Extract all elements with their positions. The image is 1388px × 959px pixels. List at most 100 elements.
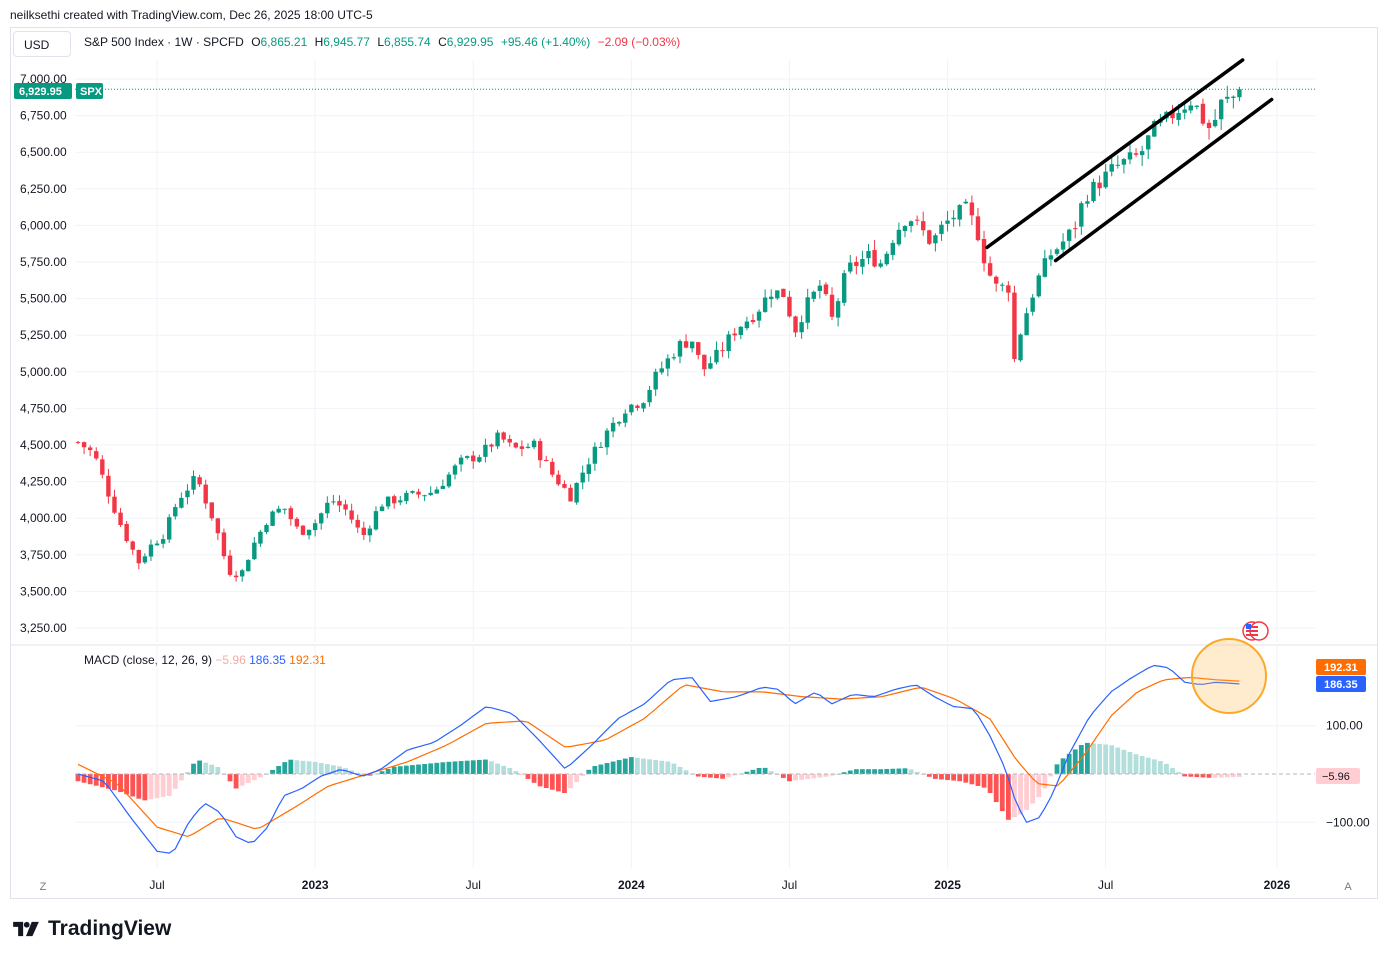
macd-hist-bar — [458, 761, 464, 774]
channel-upper-line[interactable] — [985, 58, 1245, 250]
macd-title[interactable]: MACD (close, 12, 26, 9) — [84, 653, 213, 667]
candle-body — [106, 475, 111, 497]
macd-hist-bar — [251, 774, 257, 781]
candle-body — [738, 326, 744, 335]
macd-hist-bar — [87, 774, 93, 785]
candle-body — [629, 404, 634, 413]
macd-hist-bar — [993, 774, 999, 803]
macd-hist-bar — [793, 774, 798, 781]
candle-body — [769, 296, 774, 300]
candle-body — [714, 349, 719, 363]
macd-hist-bar — [476, 759, 482, 774]
candle-body — [452, 465, 458, 475]
macd-hist-bar — [726, 774, 732, 778]
candle-body — [483, 444, 488, 457]
macd-hist-bar — [951, 774, 957, 781]
currency-button[interactable]: USD — [13, 31, 71, 57]
macd-hist-bar — [422, 763, 428, 774]
macd-hist-bar — [318, 763, 324, 774]
channel-lower-line[interactable] — [1053, 97, 1274, 263]
candle-body — [325, 502, 330, 514]
candle-body — [379, 506, 385, 512]
macd-hist-bar — [580, 774, 586, 776]
time-tick-label: 2024 — [618, 878, 645, 892]
macd-hist-bar — [787, 774, 792, 782]
change-value: +95.46 (+1.40%) — [500, 35, 591, 49]
open-label: O — [251, 35, 261, 49]
candle-body — [969, 202, 975, 216]
macd-hist-bar — [385, 768, 391, 774]
candle-body — [531, 440, 537, 448]
macd-hist-bar — [1139, 756, 1145, 774]
candle-body — [215, 518, 221, 534]
legend-low: L6,855.74 — [377, 35, 430, 49]
macd-hist-bar — [957, 774, 963, 782]
candle-body — [306, 529, 312, 536]
candle-body — [319, 513, 324, 524]
macd-hist-bar — [647, 759, 652, 774]
time-tick-label: Jul — [782, 878, 797, 892]
price-tag-box — [14, 83, 72, 99]
candle-body — [100, 459, 105, 475]
macd-hist-bar — [1121, 749, 1127, 774]
candle-body — [75, 441, 81, 443]
macd-hist-bar — [172, 774, 178, 789]
candle-body — [939, 224, 944, 234]
us-flag-icon[interactable] — [1242, 621, 1269, 641]
candle-body — [385, 496, 391, 507]
macd-hist-bar — [750, 769, 756, 774]
candle-body — [422, 495, 427, 497]
candle-body — [1006, 285, 1011, 293]
price-tag: 6,929.95 SPX — [14, 83, 103, 99]
macd-hist-bar — [549, 774, 555, 790]
auto-scale-button[interactable]: A — [1344, 881, 1352, 893]
candle-body — [1206, 122, 1212, 129]
candle-body — [665, 358, 671, 369]
candle-body — [428, 492, 433, 496]
candle-body — [312, 523, 318, 531]
candle-body — [81, 442, 87, 448]
macd-hist-bar — [762, 767, 768, 774]
channel-drawing[interactable] — [985, 58, 1274, 263]
candle-body — [154, 543, 160, 546]
candle-body — [1182, 109, 1187, 113]
price-tick-label: 6,000.00 — [20, 218, 67, 232]
legend-close: C6,929.95 — [438, 35, 493, 49]
candle-body — [258, 531, 263, 544]
candle-body — [647, 389, 652, 403]
highlight-circle[interactable] — [1191, 638, 1267, 714]
macd-hist-bar — [495, 763, 500, 774]
macd-hist-bar — [653, 760, 659, 774]
candle-body — [562, 484, 567, 488]
macd-hist-bar — [847, 770, 853, 774]
macd-hist-bar — [227, 774, 233, 782]
price-tick-label: 7,000.00 — [20, 72, 67, 86]
candle-body — [343, 504, 348, 510]
macd-hist-bar — [203, 762, 209, 774]
macd-hist-bar — [1036, 774, 1042, 798]
candle-body — [1024, 313, 1029, 336]
candle-body — [477, 457, 482, 462]
symbol-label[interactable]: S&P 500 Index · 1W · SPCFD — [84, 35, 244, 49]
candle-body — [130, 541, 135, 550]
macd-hist-bar — [1018, 774, 1023, 815]
candle-body — [848, 262, 853, 272]
macd-hist-bar — [628, 757, 634, 774]
macd-hist-bar — [434, 762, 440, 774]
candle-body — [294, 518, 300, 527]
macd-hist-bar — [1024, 774, 1029, 810]
tradingview-logo[interactable]: TradingView — [10, 917, 171, 941]
candle-body — [264, 525, 269, 533]
time-tick-label: 2025 — [934, 878, 961, 892]
macd-hist-bar — [829, 774, 835, 776]
zoom-button[interactable]: Z — [39, 881, 47, 893]
macd-hist-bar — [872, 769, 877, 774]
candle-body — [361, 527, 366, 535]
candle-body — [921, 221, 926, 231]
candle-body — [537, 441, 543, 461]
macd-hist-bar — [1072, 749, 1078, 774]
macd-hist-bar — [470, 760, 476, 774]
candle-body — [957, 205, 962, 220]
candle-body — [872, 250, 877, 267]
